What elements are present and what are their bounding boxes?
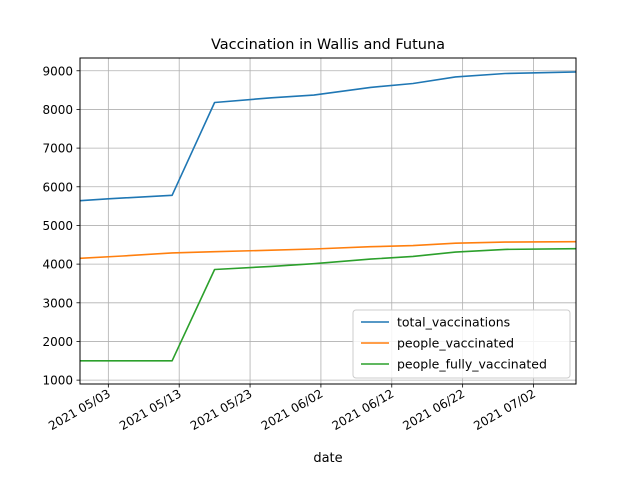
y-tick-label: 9000 [42,64,73,78]
legend-box [352,309,571,379]
x-axis-label: date [313,451,342,466]
y-tick-label: 1000 [42,374,73,388]
series-lines [79,71,577,362]
series-line-total-vaccinations [79,71,577,202]
y-tick-label: 3000 [42,296,73,310]
x-tick-label: 2021 05/03 [46,386,113,433]
x-tick-label: 2021 05/23 [188,386,255,433]
y-tick-label: 6000 [42,180,73,194]
x-tick-label: 2021 07/02 [471,386,538,433]
plot-frame [79,57,577,385]
y-tick-label: 2000 [42,335,73,349]
series-line-people-fully-vaccinated [80,247,577,362]
chart-title: Vaccination in Wallis and Futuna [211,37,445,53]
y-tick-label: 5000 [42,219,73,233]
legend-label: people_fully_vaccinated [397,357,547,372]
x-tick-label: 2021 06/22 [400,386,467,433]
y-tick-label: 4000 [42,258,73,272]
legend-label: people_vaccinated [397,336,514,351]
y-tick-label: 7000 [42,142,73,156]
x-tick-label: 2021 06/02 [259,386,326,433]
series-line-people-vaccinated [79,240,577,260]
legend-label: total_vaccinations [397,315,510,330]
y-tick-label: 8000 [42,103,73,117]
legend: total_vaccinations people_vaccinatedpeopl… [352,309,571,379]
x-tick-label: 2021 06/12 [330,386,397,433]
x-tick-label: 2021 05/13 [117,386,184,433]
